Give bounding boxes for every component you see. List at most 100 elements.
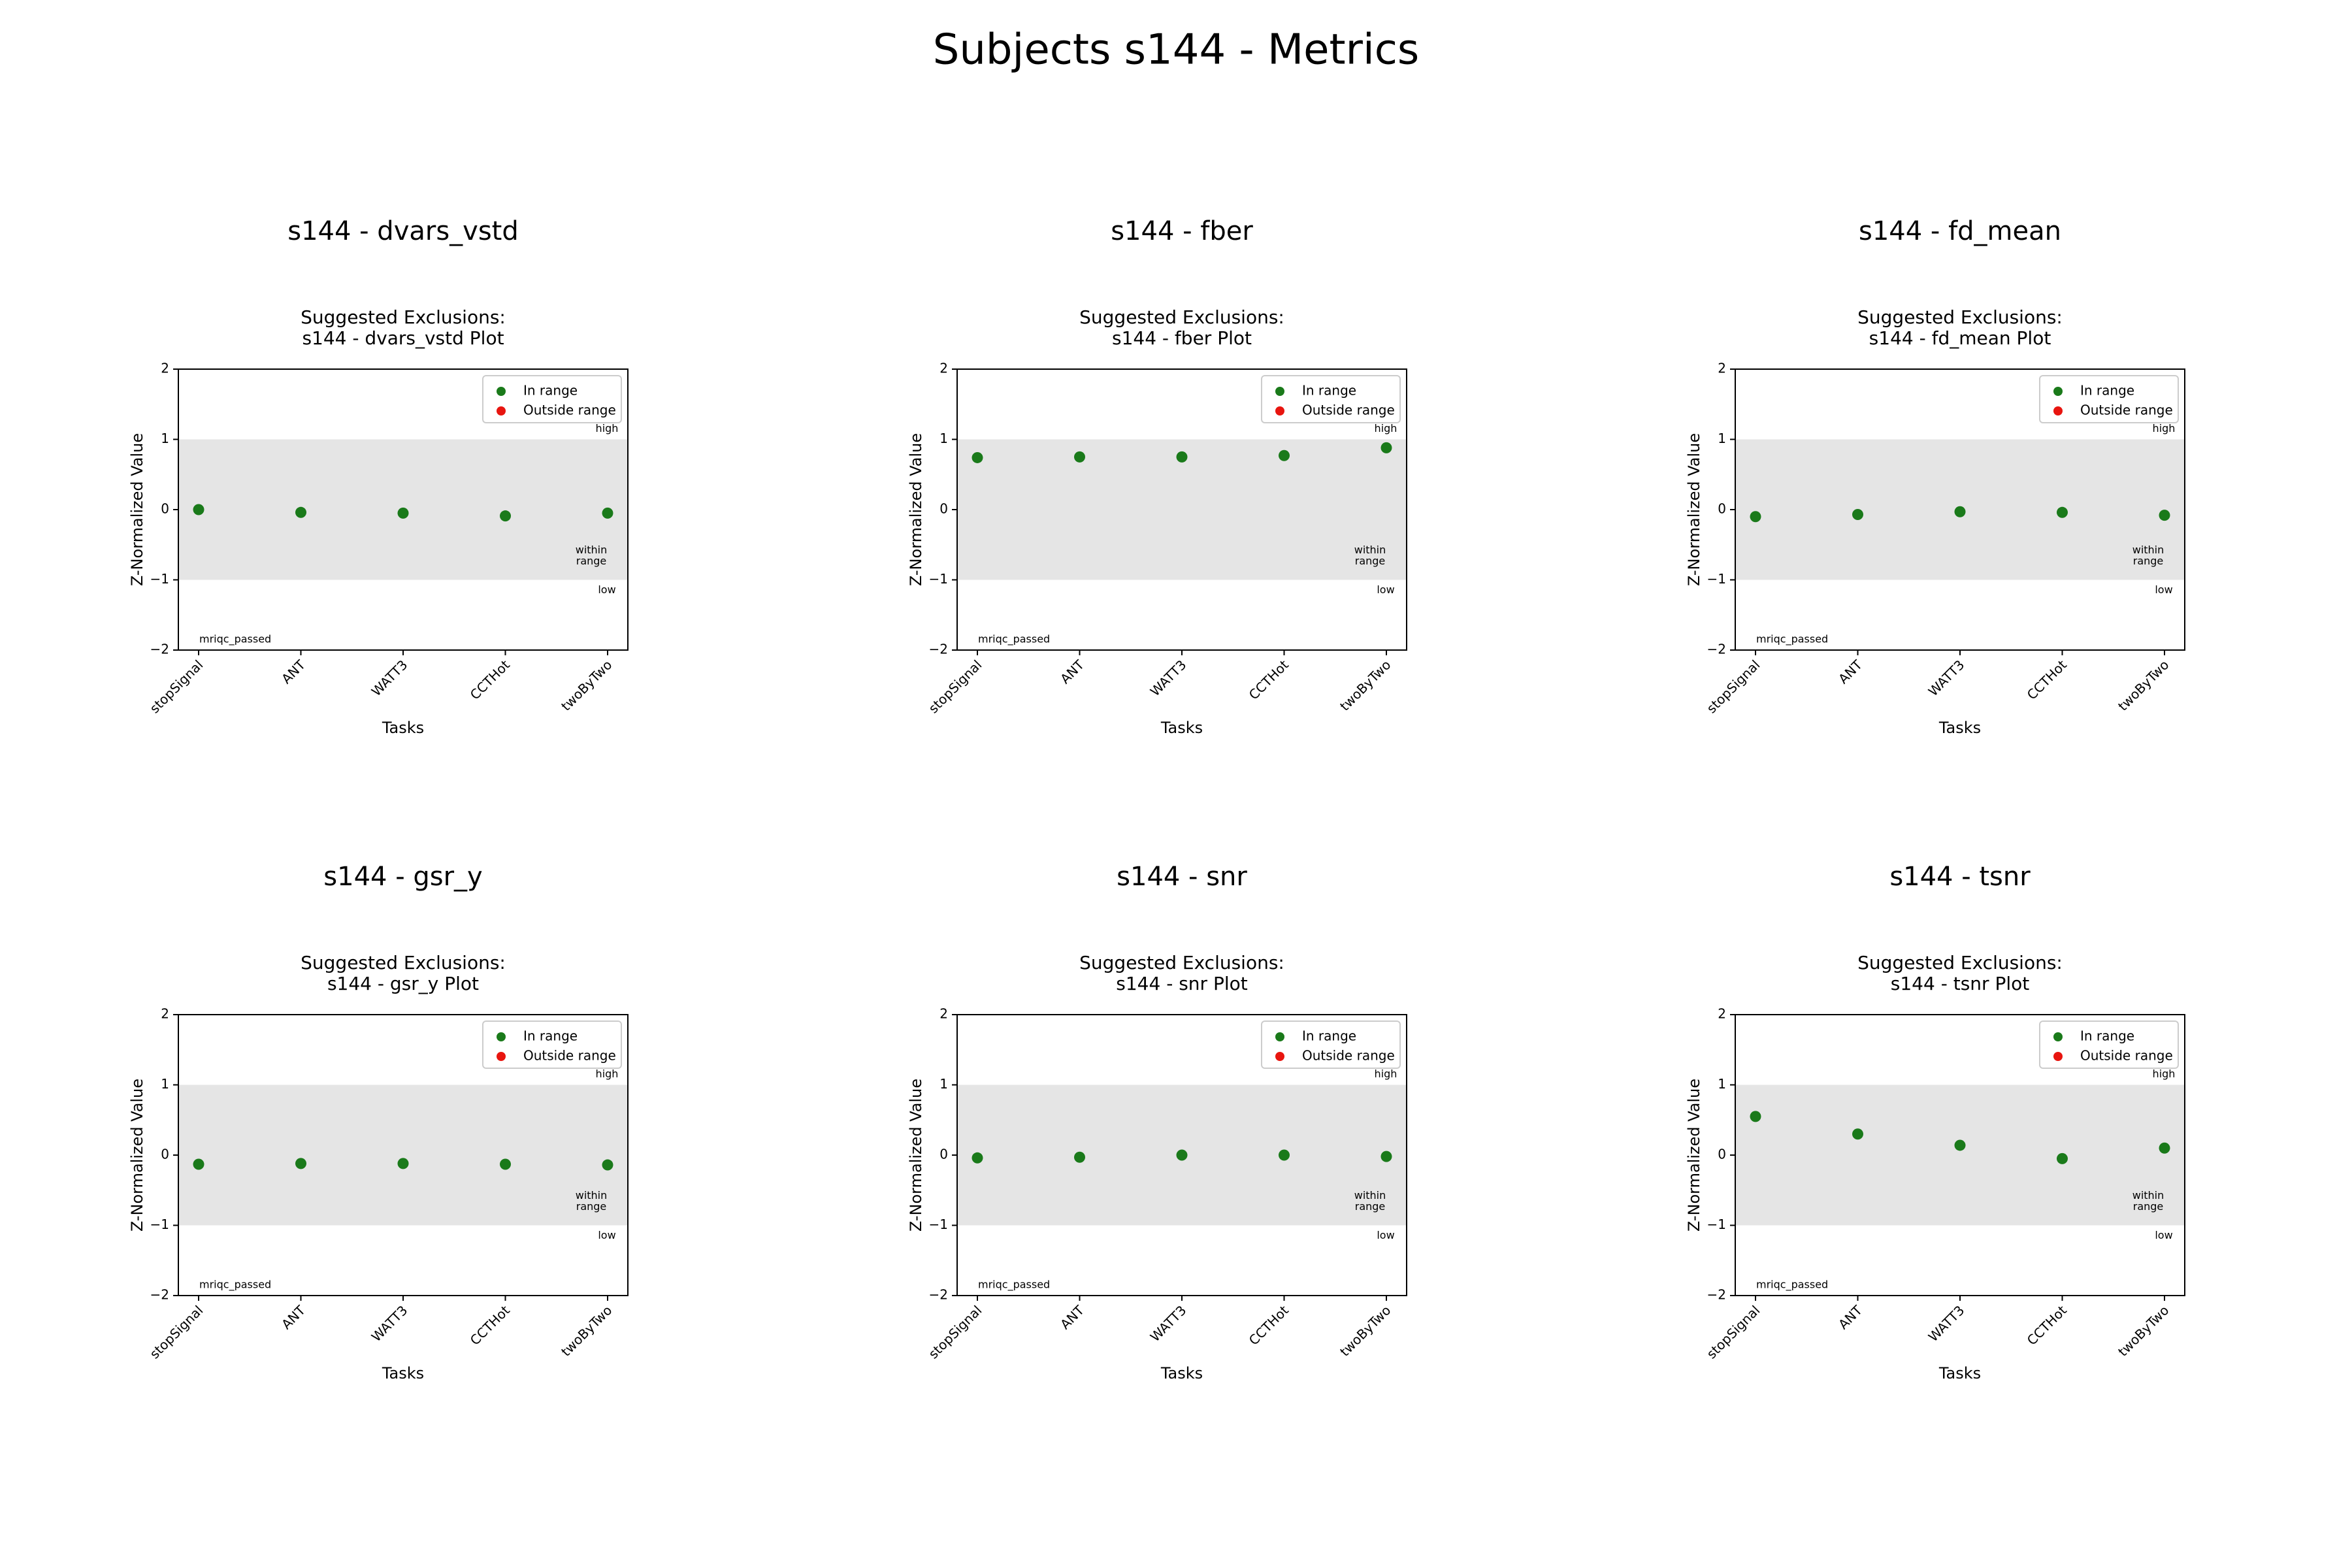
x-tick-label: CCTHot bbox=[1246, 657, 1292, 702]
y-tick-label: −1 bbox=[150, 1217, 169, 1232]
y-tick-label: −1 bbox=[1707, 571, 1726, 587]
x-tick-label: CCTHot bbox=[2024, 1302, 2070, 1348]
data-point bbox=[602, 507, 613, 519]
within-annotation: range bbox=[2133, 1200, 2164, 1213]
panel-subtitle-line: Suggested Exclusions: bbox=[301, 306, 506, 328]
legend-label: In range bbox=[1302, 1028, 1356, 1044]
x-tick-label: ANT bbox=[1057, 657, 1087, 687]
data-point bbox=[2057, 506, 2068, 518]
data-point bbox=[602, 1159, 613, 1171]
panel-title: s144 - tsnr bbox=[1889, 862, 2031, 892]
x-tick-label: twoByTwo bbox=[2115, 1302, 2172, 1359]
y-tick-label: −1 bbox=[1707, 1217, 1726, 1232]
x-tick-label: CCTHot bbox=[467, 1302, 513, 1348]
x-axis-label: Tasks bbox=[1160, 719, 1203, 737]
data-point bbox=[1176, 1149, 1188, 1161]
panel-subtitle-line: s144 - tsnr Plot bbox=[1891, 973, 2029, 994]
x-tick-label: stopSignal bbox=[925, 1302, 985, 1362]
low-annotation: low bbox=[2155, 1229, 2172, 1241]
legend-label: Outside range bbox=[523, 402, 616, 418]
panel-subtitle-line: s144 - fd_mean Plot bbox=[1869, 327, 2051, 349]
y-tick-label: −2 bbox=[1707, 642, 1726, 657]
legend-marker bbox=[497, 1032, 506, 1041]
data-point bbox=[1176, 451, 1188, 463]
legend-marker bbox=[1275, 1052, 1284, 1061]
within-annotation: within bbox=[1354, 1189, 1386, 1201]
y-tick-label: −2 bbox=[929, 1287, 948, 1303]
data-point bbox=[1750, 511, 1761, 523]
x-tick-label: stopSignal bbox=[146, 657, 206, 716]
data-point bbox=[2159, 1142, 2170, 1154]
panel-title: s144 - fd_mean bbox=[1859, 216, 2061, 246]
y-tick-label: 0 bbox=[161, 1147, 169, 1162]
y-tick-label: 2 bbox=[939, 361, 948, 376]
high-annotation: high bbox=[2153, 422, 2176, 434]
legend-marker bbox=[497, 387, 506, 396]
y-tick-label: 2 bbox=[161, 361, 169, 376]
legend-label: In range bbox=[2080, 383, 2134, 399]
y-tick-label: −2 bbox=[1707, 1287, 1726, 1303]
legend-box bbox=[482, 375, 622, 423]
panel-subtitle-line: s144 - snr Plot bbox=[1116, 973, 1247, 994]
y-tick-label: 1 bbox=[1718, 1076, 1726, 1092]
y-tick-label: 0 bbox=[1718, 1147, 1726, 1162]
y-tick-label: −1 bbox=[929, 1217, 948, 1232]
legend-marker bbox=[1275, 406, 1284, 416]
within-annotation: range bbox=[576, 1200, 607, 1213]
status-annotation: mriqc_passed bbox=[978, 1278, 1050, 1291]
data-point bbox=[193, 1158, 204, 1170]
x-tick-label: CCTHot bbox=[1246, 1302, 1292, 1348]
y-tick-label: 1 bbox=[1718, 431, 1726, 446]
low-annotation: low bbox=[1377, 1229, 1394, 1241]
y-tick-label: −2 bbox=[929, 642, 948, 657]
legend-box bbox=[2039, 1021, 2179, 1069]
panel-title: s144 - dvars_vstd bbox=[287, 216, 519, 246]
data-point bbox=[193, 504, 204, 515]
x-tick-label: WATT3 bbox=[1147, 1302, 1190, 1345]
y-tick-label: 1 bbox=[161, 1076, 169, 1092]
x-axis-label: Tasks bbox=[1938, 719, 1981, 737]
within-range-band bbox=[178, 1085, 628, 1226]
legend-box bbox=[1261, 1021, 1401, 1069]
data-point bbox=[1750, 1111, 1761, 1122]
x-tick-label: twoByTwo bbox=[2115, 657, 2172, 713]
chart-panel: s144 - dvars_vstd Suggested Exclusions:s1… bbox=[128, 216, 629, 737]
x-axis-label: Tasks bbox=[382, 1364, 424, 1382]
legend-marker bbox=[2053, 387, 2063, 396]
legend-box bbox=[2039, 375, 2179, 423]
data-point bbox=[1852, 509, 1863, 521]
within-annotation: within bbox=[1354, 544, 1386, 556]
status-annotation: mriqc_passed bbox=[199, 1278, 271, 1291]
y-tick-label: 1 bbox=[939, 431, 948, 446]
high-annotation: high bbox=[596, 422, 619, 434]
data-point bbox=[1074, 451, 1085, 463]
data-point bbox=[1074, 1151, 1085, 1163]
high-annotation: high bbox=[1375, 422, 1397, 434]
x-tick-label: WATT3 bbox=[368, 657, 411, 699]
within-annotation: within bbox=[2132, 1189, 2164, 1201]
within-annotation: range bbox=[1355, 555, 1386, 567]
y-tick-label: −2 bbox=[150, 1287, 169, 1303]
y-axis-label: Z-Normalized Value bbox=[907, 1079, 925, 1232]
figure-suptitle: Subjects s144 - Metrics bbox=[933, 26, 1420, 74]
data-point bbox=[972, 451, 983, 463]
x-tick-label: stopSignal bbox=[1703, 657, 1763, 716]
x-tick-label: WATT3 bbox=[1925, 657, 1968, 699]
panel-subtitle-line: s144 - dvars_vstd Plot bbox=[302, 327, 504, 349]
legend-box bbox=[1261, 375, 1401, 423]
data-point bbox=[1852, 1128, 1863, 1140]
chart-panel: s144 - snr Suggested Exclusions:s144 - sn… bbox=[907, 862, 1407, 1382]
legend-label: Outside range bbox=[523, 1048, 616, 1064]
status-annotation: mriqc_passed bbox=[1756, 632, 1828, 645]
x-tick-label: WATT3 bbox=[1147, 657, 1190, 699]
legend-label: Outside range bbox=[1302, 402, 1395, 418]
x-tick-label: stopSignal bbox=[925, 657, 985, 716]
data-point bbox=[500, 510, 511, 522]
y-axis-label: Z-Normalized Value bbox=[907, 433, 925, 586]
y-axis-label: Z-Normalized Value bbox=[128, 433, 146, 586]
x-tick-label: stopSignal bbox=[1703, 1302, 1763, 1362]
legend-marker bbox=[2053, 1032, 2063, 1041]
panel-subtitle-line: s144 - gsr_y Plot bbox=[327, 973, 479, 994]
panel-subtitle-line: Suggested Exclusions: bbox=[301, 952, 506, 973]
